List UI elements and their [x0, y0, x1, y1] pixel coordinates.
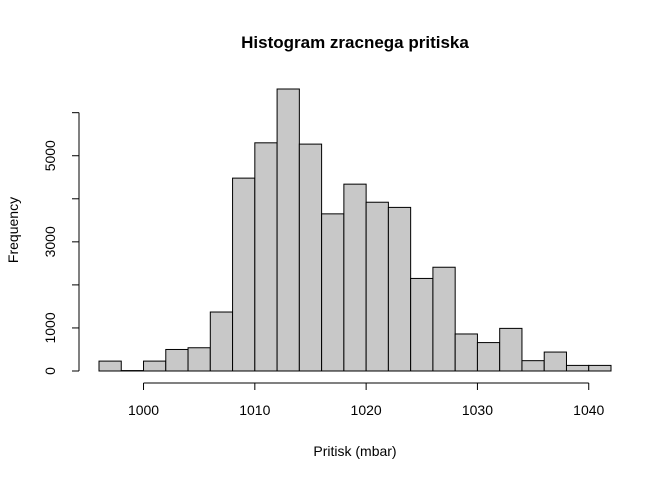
- histogram-bar: [410, 277, 434, 372]
- x-tick-label: 1040: [573, 402, 604, 418]
- x-tick-label: 1000: [128, 402, 159, 418]
- histogram-bar: [565, 364, 590, 372]
- histogram-bar: [143, 360, 167, 372]
- x-axis-label: Pritisk (mbar): [313, 443, 396, 459]
- histogram-bar: [588, 364, 612, 372]
- histogram-bar: [276, 88, 300, 372]
- histogram-bar: [454, 333, 478, 372]
- chart-title: Histogram zracnega pritiska: [241, 33, 469, 52]
- histogram-bar: [432, 266, 456, 372]
- x-tick-label: 1020: [351, 402, 382, 418]
- y-tick-label: 0: [42, 367, 58, 375]
- histogram-bar: [298, 143, 323, 372]
- histogram-bar: [521, 360, 545, 372]
- y-tick-label: 1000: [42, 312, 58, 343]
- histogram-bar: [209, 311, 234, 372]
- bars-group: [98, 88, 612, 372]
- histogram-bar: [476, 342, 501, 372]
- y-axis-label: Frequency: [5, 197, 21, 263]
- x-tick-label: 1010: [239, 402, 270, 418]
- histogram-bar: [232, 177, 256, 372]
- x-tick-label: 1030: [462, 402, 493, 418]
- histogram-bar: [187, 347, 211, 372]
- y-tick-label: 3000: [42, 226, 58, 257]
- x-axis: 1000 1010 1020 1030 1040: [128, 382, 605, 418]
- histogram-bar: [321, 213, 345, 372]
- histogram-bar: [254, 142, 278, 372]
- histogram-bar: [543, 351, 567, 372]
- histogram-bar: [387, 206, 412, 372]
- histogram-bar: [98, 360, 122, 372]
- y-tick-label: 5000: [42, 140, 58, 171]
- y-axis: 0 1000 3000 5000: [42, 112, 80, 375]
- histogram-bar: [499, 327, 523, 372]
- histogram-bar: [365, 201, 389, 372]
- histogram-bar: [165, 348, 189, 372]
- histogram-bar: [343, 183, 367, 372]
